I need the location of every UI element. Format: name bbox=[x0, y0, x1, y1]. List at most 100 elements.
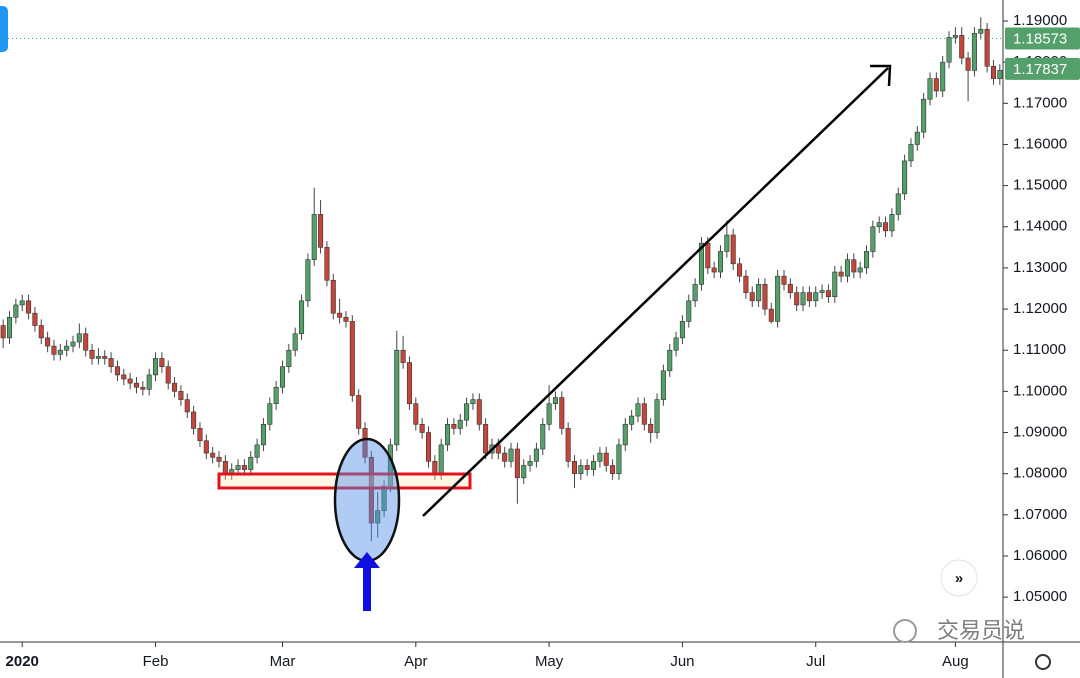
candle-body bbox=[362, 428, 368, 458]
candle-body bbox=[172, 382, 178, 392]
candle-body bbox=[457, 419, 463, 429]
candle-body bbox=[470, 399, 476, 405]
candle-body bbox=[368, 456, 374, 524]
candle-body bbox=[197, 428, 203, 442]
price-label-box bbox=[1005, 57, 1080, 80]
candle-body bbox=[394, 349, 400, 446]
candle-body bbox=[870, 226, 876, 252]
candle-body bbox=[819, 290, 825, 293]
candle-body bbox=[508, 448, 514, 462]
candle-body bbox=[260, 423, 266, 446]
candle-body bbox=[717, 251, 724, 273]
candle-body bbox=[673, 337, 679, 351]
y-tick-label: 1.12000 bbox=[1013, 300, 1067, 317]
candle-body bbox=[286, 349, 292, 367]
candle-body bbox=[825, 290, 831, 298]
candle-body bbox=[895, 193, 901, 215]
candle-body bbox=[133, 382, 140, 388]
watermark: 交易员说 bbox=[937, 618, 1025, 643]
candle-body bbox=[749, 292, 755, 302]
x-tick-label: Aug bbox=[942, 653, 969, 670]
candle-body bbox=[305, 259, 311, 302]
candle-body bbox=[89, 349, 95, 359]
candle-body bbox=[559, 397, 565, 429]
highlight-ellipse bbox=[333, 437, 401, 563]
candle-body bbox=[438, 444, 444, 474]
y-tick-label: 1.17000 bbox=[1013, 94, 1067, 111]
candle-body bbox=[743, 275, 749, 293]
candle-body bbox=[337, 312, 343, 318]
y-tick-label: 1.13000 bbox=[1013, 259, 1067, 276]
candle-body bbox=[692, 284, 698, 302]
candle-body bbox=[781, 275, 787, 285]
y-tick-label: 1.08000 bbox=[1013, 465, 1067, 482]
candle-body bbox=[153, 358, 159, 376]
candle-body bbox=[311, 214, 317, 260]
candle-body bbox=[552, 397, 558, 405]
candle-body bbox=[610, 465, 616, 474]
candle-body bbox=[406, 362, 412, 405]
plot-area bbox=[0, 17, 1003, 542]
candle-body bbox=[267, 403, 273, 425]
candle-body bbox=[698, 242, 704, 285]
side-button[interactable] bbox=[0, 6, 8, 52]
candle-body bbox=[279, 366, 286, 388]
candle-body bbox=[794, 292, 800, 306]
candle-body bbox=[971, 33, 977, 71]
candle-body bbox=[997, 70, 1003, 79]
y-tick-label: 1.09000 bbox=[1013, 423, 1067, 440]
candle-body bbox=[178, 391, 184, 400]
candle-body bbox=[102, 356, 108, 359]
candle-body bbox=[140, 386, 146, 390]
candle-body bbox=[476, 399, 482, 425]
candle-body bbox=[990, 65, 996, 79]
candle-body bbox=[127, 378, 133, 384]
y-tick-label: 1.11000 bbox=[1013, 341, 1066, 358]
y-tick-label: 1.19000 bbox=[1013, 12, 1067, 29]
candle-body bbox=[318, 214, 324, 248]
candle-body bbox=[902, 160, 908, 195]
candle-body bbox=[38, 325, 44, 339]
candle-body bbox=[883, 222, 889, 232]
candle-body bbox=[806, 292, 812, 302]
candle-body bbox=[737, 263, 743, 277]
candle-body bbox=[432, 461, 438, 474]
candle-body bbox=[210, 452, 216, 458]
candle-body bbox=[0, 325, 6, 339]
candle-body bbox=[527, 461, 533, 466]
candle-body bbox=[616, 444, 622, 474]
candle-body bbox=[483, 423, 489, 454]
y-tick-label: 1.07000 bbox=[1013, 506, 1067, 523]
candle-body bbox=[591, 461, 597, 470]
candle-body bbox=[940, 61, 946, 92]
candle-body bbox=[686, 300, 692, 322]
candle-body bbox=[514, 448, 520, 479]
candle-body bbox=[648, 423, 654, 433]
settings-icon[interactable] bbox=[1035, 654, 1051, 670]
candle-body bbox=[51, 345, 57, 355]
candle-body bbox=[464, 403, 470, 421]
candle-body bbox=[121, 374, 127, 380]
candle-body bbox=[184, 399, 190, 413]
candle-body bbox=[191, 411, 197, 429]
scroll-button[interactable] bbox=[940, 559, 978, 597]
candle-body bbox=[32, 312, 38, 326]
candle-body bbox=[419, 423, 425, 433]
candle-body bbox=[838, 271, 844, 277]
candle-body bbox=[521, 465, 527, 479]
candle-body bbox=[622, 423, 628, 446]
y-tick-label: 1.05000 bbox=[1013, 588, 1067, 605]
trend-arrow bbox=[422, 67, 889, 517]
candle-body bbox=[921, 98, 927, 133]
candle-body bbox=[844, 259, 850, 277]
candle-body bbox=[832, 271, 838, 298]
candle-body bbox=[654, 399, 660, 433]
candle-body bbox=[19, 300, 25, 306]
candle-body bbox=[635, 403, 641, 417]
candle-body bbox=[565, 428, 571, 462]
candle-body bbox=[768, 308, 774, 322]
x-tick-label: Jul bbox=[806, 653, 825, 670]
candle-body bbox=[787, 284, 793, 293]
y-tick-label: 1.14000 bbox=[1013, 218, 1067, 235]
